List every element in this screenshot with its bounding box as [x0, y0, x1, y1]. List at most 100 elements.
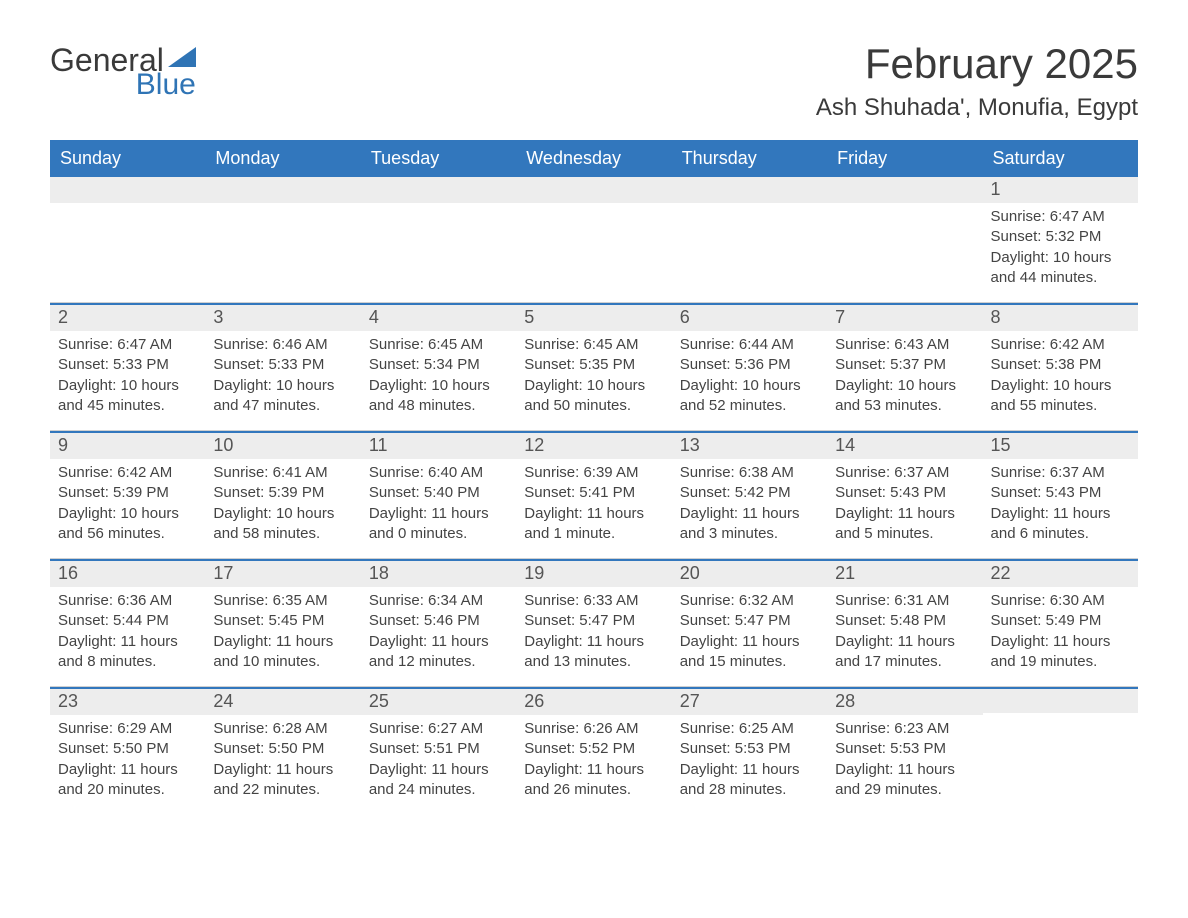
sunrise-text: Sunrise: 6:36 AM [58, 591, 197, 611]
day-number-bar: 9 [50, 431, 205, 459]
day-details: Sunrise: 6:38 AMSunset: 5:42 PMDaylight:… [672, 459, 827, 558]
day-number-bar: 24 [205, 687, 360, 715]
sunrise-text: Sunrise: 6:26 AM [524, 719, 663, 739]
day-number-bar [516, 177, 671, 203]
day-details: Sunrise: 6:46 AMSunset: 5:33 PMDaylight:… [205, 331, 360, 430]
day-details: Sunrise: 6:44 AMSunset: 5:36 PMDaylight:… [672, 331, 827, 430]
day-number-bar: 27 [672, 687, 827, 715]
sunrise-text: Sunrise: 6:38 AM [680, 463, 819, 483]
sunset-text: Sunset: 5:39 PM [58, 483, 197, 503]
day-details: Sunrise: 6:47 AMSunset: 5:33 PMDaylight:… [50, 331, 205, 430]
sunrise-text: Sunrise: 6:41 AM [213, 463, 352, 483]
daylight-text: Daylight: 10 hours and 48 minutes. [369, 376, 508, 417]
calendar-empty-cell [361, 177, 516, 302]
calendar-day: 16Sunrise: 6:36 AMSunset: 5:44 PMDayligh… [50, 559, 205, 686]
calendar-day: 24Sunrise: 6:28 AMSunset: 5:50 PMDayligh… [205, 687, 360, 814]
sunrise-text: Sunrise: 6:34 AM [369, 591, 508, 611]
calendar-empty-cell [50, 177, 205, 302]
sunrise-text: Sunrise: 6:45 AM [524, 335, 663, 355]
calendar-empty-cell [983, 687, 1138, 814]
sunset-text: Sunset: 5:53 PM [680, 739, 819, 759]
calendar-week: 1Sunrise: 6:47 AMSunset: 5:32 PMDaylight… [50, 177, 1138, 302]
sunset-text: Sunset: 5:34 PM [369, 355, 508, 375]
calendar-body: 1Sunrise: 6:47 AMSunset: 5:32 PMDaylight… [50, 177, 1138, 814]
calendar-day: 7Sunrise: 6:43 AMSunset: 5:37 PMDaylight… [827, 303, 982, 430]
day-header: Wednesday [516, 140, 671, 177]
day-number-bar: 25 [361, 687, 516, 715]
sunrise-text: Sunrise: 6:35 AM [213, 591, 352, 611]
daylight-text: Daylight: 10 hours and 45 minutes. [58, 376, 197, 417]
day-header: Thursday [672, 140, 827, 177]
sunrise-text: Sunrise: 6:32 AM [680, 591, 819, 611]
sunset-text: Sunset: 5:43 PM [835, 483, 974, 503]
sunset-text: Sunset: 5:42 PM [680, 483, 819, 503]
daylight-text: Daylight: 11 hours and 20 minutes. [58, 760, 197, 801]
day-number-bar: 28 [827, 687, 982, 715]
calendar-day: 14 Sunrise: 6:37 AMSunset: 5:43 PMDayligh… [827, 431, 982, 558]
day-number-bar: 6 [672, 303, 827, 331]
calendar-day: 20Sunrise: 6:32 AMSunset: 5:47 PMDayligh… [672, 559, 827, 686]
sunrise-text: Sunrise: 6:33 AM [524, 591, 663, 611]
sunset-text: Sunset: 5:36 PM [680, 355, 819, 375]
sunrise-text: Sunrise: 6:30 AM [991, 591, 1130, 611]
sunrise-text: Sunrise: 6:43 AM [835, 335, 974, 355]
daylight-text: Daylight: 11 hours and 8 minutes. [58, 632, 197, 673]
sunrise-text: Sunrise: 6:47 AM [991, 207, 1130, 227]
day-details: Sunrise: 6:45 AMSunset: 5:35 PMDaylight:… [516, 331, 671, 430]
day-details: Sunrise: 6:32 AMSunset: 5:47 PMDaylight:… [672, 587, 827, 686]
daylight-text: Daylight: 11 hours and 24 minutes. [369, 760, 508, 801]
day-number-bar: 2 [50, 303, 205, 331]
day-number-bar: 18 [361, 559, 516, 587]
sunset-text: Sunset: 5:32 PM [991, 227, 1130, 247]
day-number-bar [50, 177, 205, 203]
sunset-text: Sunset: 5:43 PM [991, 483, 1130, 503]
daylight-text: Daylight: 11 hours and 3 minutes. [680, 504, 819, 545]
calendar-day: 5Sunrise: 6:45 AMSunset: 5:35 PMDaylight… [516, 303, 671, 430]
calendar-empty-cell [672, 177, 827, 302]
sunrise-text: Sunrise: 6:37 AM [835, 463, 974, 483]
logo: General Blue [50, 40, 196, 100]
sunrise-text: Sunrise: 6:42 AM [991, 335, 1130, 355]
sunrise-text: Sunrise: 6:31 AM [835, 591, 974, 611]
sunset-text: Sunset: 5:38 PM [991, 355, 1130, 375]
day-number-bar: 21 [827, 559, 982, 587]
sunset-text: Sunset: 5:47 PM [680, 611, 819, 631]
calendar-day: 6Sunrise: 6:44 AMSunset: 5:36 PMDaylight… [672, 303, 827, 430]
day-details: Sunrise: 6:42 AMSunset: 5:38 PMDaylight:… [983, 331, 1138, 430]
day-details: Sunrise: 6:42 AMSunset: 5:39 PMDaylight:… [50, 459, 205, 558]
calendar-day: 27Sunrise: 6:25 AMSunset: 5:53 PMDayligh… [672, 687, 827, 814]
daylight-text: Daylight: 10 hours and 47 minutes. [213, 376, 352, 417]
day-header: Tuesday [361, 140, 516, 177]
sunset-text: Sunset: 5:53 PM [835, 739, 974, 759]
day-number-bar: 12 [516, 431, 671, 459]
day-details: Sunrise: 6:40 AMSunset: 5:40 PMDaylight:… [361, 459, 516, 558]
daylight-text: Daylight: 11 hours and 15 minutes. [680, 632, 819, 673]
location-subtitle: Ash Shuhada', Monufia, Egypt [816, 94, 1138, 122]
daylight-text: Daylight: 11 hours and 5 minutes. [835, 504, 974, 545]
day-number-bar: 13 [672, 431, 827, 459]
daylight-text: Daylight: 10 hours and 50 minutes. [524, 376, 663, 417]
day-details: Sunrise: 6:31 AMSunset: 5:48 PMDaylight:… [827, 587, 982, 686]
daylight-text: Daylight: 10 hours and 56 minutes. [58, 504, 197, 545]
calendar-day: 15Sunrise: 6:37 AMSunset: 5:43 PMDayligh… [983, 431, 1138, 558]
day-number-bar: 16 [50, 559, 205, 587]
daylight-text: Daylight: 11 hours and 1 minute. [524, 504, 663, 545]
sunrise-text: Sunrise: 6:23 AM [835, 719, 974, 739]
day-details: Sunrise: 6:30 AMSunset: 5:49 PMDaylight:… [983, 587, 1138, 686]
calendar-day: 1Sunrise: 6:47 AMSunset: 5:32 PMDaylight… [983, 177, 1138, 302]
day-number-bar: 7 [827, 303, 982, 331]
sunset-text: Sunset: 5:46 PM [369, 611, 508, 631]
calendar-day: 28Sunrise: 6:23 AMSunset: 5:53 PMDayligh… [827, 687, 982, 814]
calendar-day: 22Sunrise: 6:30 AMSunset: 5:49 PMDayligh… [983, 559, 1138, 686]
calendar-week: 2Sunrise: 6:47 AMSunset: 5:33 PMDaylight… [50, 302, 1138, 430]
day-number-bar: 14 [827, 431, 982, 459]
day-number-bar: 20 [672, 559, 827, 587]
day-details: Sunrise: 6:25 AMSunset: 5:53 PMDaylight:… [672, 715, 827, 814]
day-details: Sunrise: 6:34 AMSunset: 5:46 PMDaylight:… [361, 587, 516, 686]
day-details: Sunrise: 6:39 AMSunset: 5:41 PMDaylight:… [516, 459, 671, 558]
day-number-bar [672, 177, 827, 203]
sunset-text: Sunset: 5:40 PM [369, 483, 508, 503]
day-details: Sunrise: 6:23 AMSunset: 5:53 PMDaylight:… [827, 715, 982, 814]
sunrise-text: Sunrise: 6:25 AM [680, 719, 819, 739]
day-details: Sunrise: 6:43 AMSunset: 5:37 PMDaylight:… [827, 331, 982, 430]
